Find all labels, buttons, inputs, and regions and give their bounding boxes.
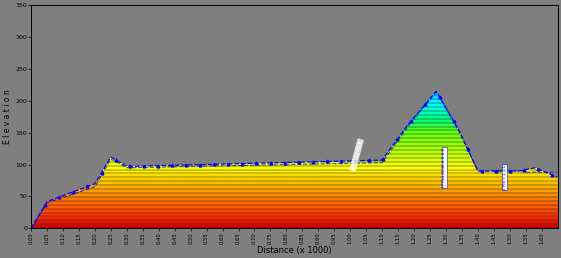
Text: 77754 8048 8 8 8 8: 77754 8048 8 8 8 8 <box>442 148 447 188</box>
Text: @7758848.8: @7758848.8 <box>350 139 363 171</box>
Text: 2 Plo 7 1 1 1: 2 Plo 7 1 1 1 <box>503 165 507 190</box>
X-axis label: Distance (x 1000): Distance (x 1000) <box>257 246 332 255</box>
Y-axis label: E l e v a t i o n: E l e v a t i o n <box>3 90 12 144</box>
